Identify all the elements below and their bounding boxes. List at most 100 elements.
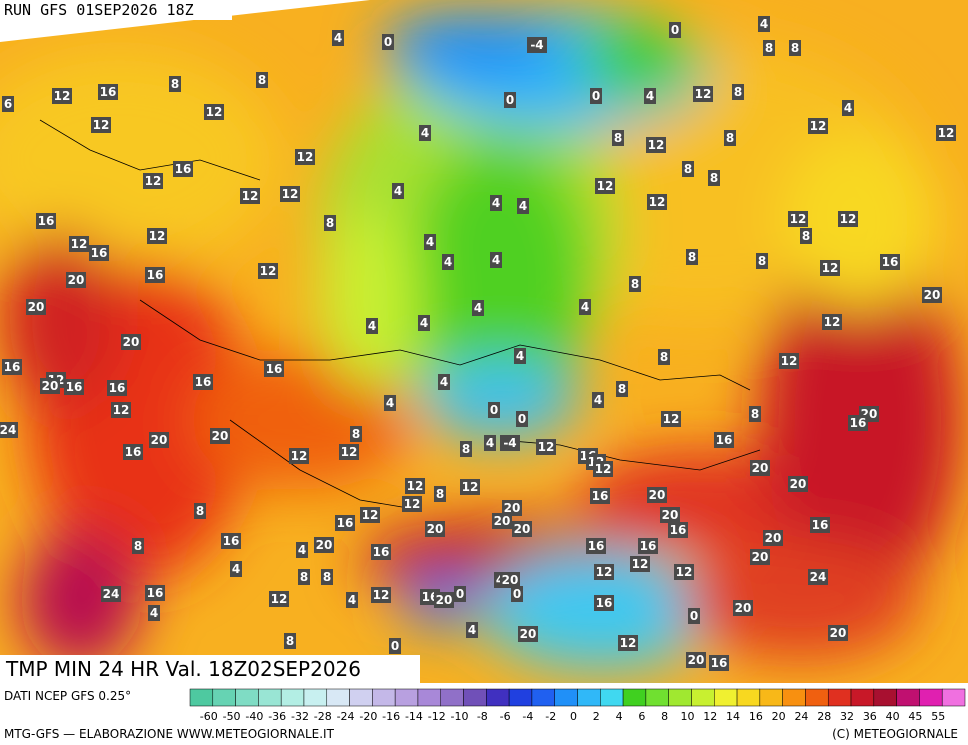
run-box bbox=[0, 0, 232, 20]
map-label: 12 bbox=[69, 236, 89, 252]
colorbar-swatch bbox=[668, 688, 692, 707]
map-label: 4 bbox=[592, 392, 604, 408]
map-label: 12 bbox=[204, 104, 224, 120]
label-value: 12 bbox=[407, 479, 424, 493]
label-box bbox=[143, 173, 163, 189]
label-box bbox=[258, 263, 278, 279]
label-value: 12 bbox=[663, 412, 680, 426]
label-value: 8 bbox=[631, 277, 639, 291]
label-box bbox=[517, 198, 529, 214]
label-value: 8 bbox=[300, 570, 308, 584]
label-value: 20 bbox=[752, 461, 769, 475]
label-value: 8 bbox=[660, 350, 668, 364]
label-box bbox=[686, 249, 698, 265]
map-label: 20 bbox=[686, 652, 706, 668]
label-box bbox=[647, 194, 667, 210]
label-value: 20 bbox=[662, 508, 679, 522]
label-box bbox=[107, 380, 127, 396]
label-box bbox=[594, 564, 614, 580]
label-box bbox=[709, 655, 729, 671]
label-box bbox=[193, 374, 213, 390]
label-box bbox=[296, 542, 308, 558]
label-box bbox=[230, 561, 242, 577]
label-value: 8 bbox=[614, 131, 622, 145]
map-label: 16 bbox=[64, 379, 84, 395]
label-value: 20 bbox=[436, 593, 453, 607]
map-label: 0 bbox=[382, 34, 394, 50]
label-value: 4 bbox=[444, 255, 452, 269]
label-box bbox=[434, 486, 446, 502]
map-label: 4 bbox=[419, 125, 431, 141]
label-value: 0 bbox=[690, 609, 698, 623]
map-label: 4 bbox=[384, 395, 396, 411]
label-box bbox=[405, 478, 425, 494]
label-box bbox=[264, 361, 284, 377]
label-value: 8 bbox=[258, 73, 266, 87]
map-label: 16 bbox=[848, 415, 868, 431]
label-box bbox=[389, 638, 401, 654]
label-value: 12 bbox=[840, 212, 857, 226]
label-box bbox=[101, 586, 121, 602]
label-box bbox=[750, 460, 770, 476]
colorbar-tick: 6 bbox=[638, 710, 645, 723]
map-label: 4 bbox=[332, 30, 344, 46]
label-value: 12 bbox=[145, 174, 162, 188]
label-box bbox=[148, 605, 160, 621]
map-label: 4 bbox=[466, 622, 478, 638]
map-label: 16 bbox=[98, 84, 118, 100]
map-label: 8 bbox=[789, 40, 801, 56]
map-label: 4 bbox=[484, 435, 496, 451]
map-label: 4 bbox=[579, 299, 591, 315]
label-box bbox=[638, 538, 658, 554]
label-value: 4 bbox=[420, 316, 428, 330]
label-value: 16 bbox=[337, 516, 354, 530]
label-value: 16 bbox=[812, 518, 829, 532]
map-label: 16 bbox=[594, 595, 614, 611]
label-box bbox=[169, 76, 181, 92]
label-box bbox=[688, 608, 700, 624]
label-box bbox=[425, 521, 445, 537]
label-value: 16 bbox=[266, 362, 283, 376]
label-box bbox=[500, 572, 520, 588]
label-box bbox=[488, 402, 500, 418]
label-value: 12 bbox=[404, 497, 421, 511]
label-box bbox=[749, 406, 761, 422]
colorbar-tick: 12 bbox=[703, 710, 717, 723]
map-label: 20 bbox=[647, 487, 667, 503]
colorbar-tick: 28 bbox=[817, 710, 831, 723]
label-value: 12 bbox=[206, 105, 223, 119]
label-value: 12 bbox=[790, 212, 807, 226]
label-box bbox=[350, 426, 362, 442]
colorbar-tick: -4 bbox=[522, 710, 533, 723]
map-label: 12 bbox=[674, 564, 694, 580]
label-value: 12 bbox=[695, 87, 712, 101]
colorbar-swatch bbox=[782, 688, 806, 707]
label-value: 8 bbox=[171, 77, 179, 91]
label-box bbox=[527, 37, 547, 53]
label-box bbox=[756, 253, 768, 269]
map-label: 20 bbox=[121, 334, 141, 350]
label-box bbox=[91, 117, 111, 133]
label-box bbox=[123, 444, 143, 460]
map-label: 20 bbox=[500, 572, 520, 588]
map-label: 16 bbox=[173, 161, 193, 177]
map-label: 16 bbox=[264, 361, 284, 377]
map-label: 12 bbox=[143, 173, 163, 189]
label-value: 8 bbox=[688, 250, 696, 264]
label-value: 0 bbox=[456, 587, 464, 601]
label-box bbox=[149, 432, 169, 448]
colorbar-tick: -12 bbox=[428, 710, 446, 723]
map-label: 16 bbox=[709, 655, 729, 671]
map-label: 8 bbox=[321, 569, 333, 585]
label-box bbox=[490, 252, 502, 268]
label-value: 12 bbox=[282, 187, 299, 201]
label-value: 8 bbox=[196, 504, 204, 518]
label-value: 12 bbox=[824, 315, 841, 329]
map-label: 12 bbox=[402, 496, 422, 512]
label-box bbox=[590, 88, 602, 104]
map-label: 12 bbox=[646, 137, 666, 153]
map-label: 8 bbox=[682, 161, 694, 177]
label-value: 20 bbox=[494, 514, 511, 528]
label-value: 0 bbox=[506, 93, 514, 107]
label-value: 20 bbox=[504, 501, 521, 515]
